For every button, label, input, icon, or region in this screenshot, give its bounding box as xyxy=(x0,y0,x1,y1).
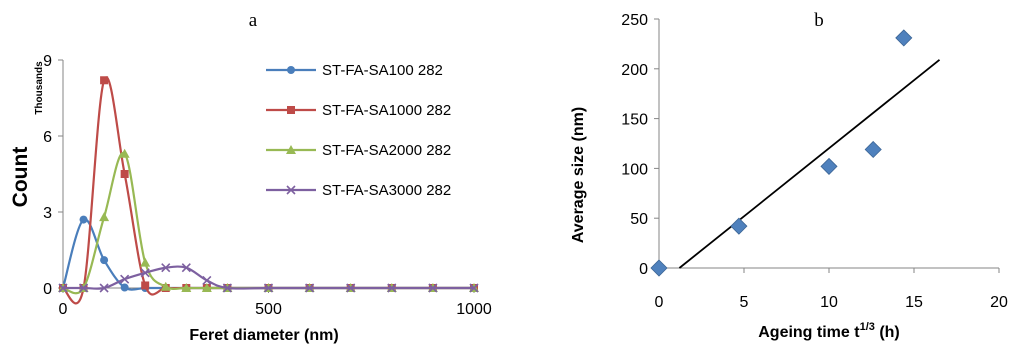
legend-swatch-marker xyxy=(286,145,296,154)
panel-a-y-tick-label: 6 xyxy=(43,129,52,146)
panel-a-series-4-point xyxy=(140,268,150,278)
panel-a-series-4-point xyxy=(222,283,232,293)
chart-panel-a: a 0 3 6 9 0 500 1000 Feret diameter (nm) Count… xyxy=(9,10,492,344)
panel-a-y-tick-label: 9 xyxy=(43,53,52,70)
legend-label: ST-FA-SA2000 282 xyxy=(322,142,451,159)
panel-b-trendline xyxy=(678,59,941,269)
panel-a-series-4-point xyxy=(305,283,315,293)
panel-a-series-4 xyxy=(58,263,479,293)
panel-a-series-4-point xyxy=(99,283,109,293)
panel-a-series-4-point xyxy=(181,263,191,273)
legend-item-2: ST-FA-SA1000 282 xyxy=(266,102,451,119)
legend-swatch-marker xyxy=(287,66,295,74)
panel-b-x-tick-label: 0 xyxy=(655,294,664,311)
panel-b-x-axis-title-main: Ageing time t xyxy=(758,324,860,341)
panel-a-series-1-point xyxy=(79,215,88,224)
legend-swatch-marker xyxy=(286,185,296,195)
panel-b-x-axis-title: Ageing time t1/3 (h) xyxy=(758,321,900,341)
panel-b-x-tick-label: 5 xyxy=(740,294,749,311)
panel-a-series-1-point xyxy=(100,256,109,265)
legend-label: ST-FA-SA100 282 xyxy=(322,62,443,79)
panel-a-y-tick-label: 3 xyxy=(43,205,52,222)
panel-b-data-point xyxy=(864,140,882,159)
panel-a-series-2-point xyxy=(141,281,150,290)
panel-b-y-tick-label: 100 xyxy=(621,161,648,178)
panel-a-series-4-point xyxy=(428,283,438,293)
panel-a-axes: 0 3 6 9 0 500 1000 xyxy=(43,53,492,318)
panel-b-data-point xyxy=(895,29,913,47)
panel-a-series-3-point xyxy=(140,257,151,267)
panel-a-series-3-point xyxy=(201,283,212,292)
panel-a-y-tick-label: 0 xyxy=(43,281,52,298)
panel-a-series-3-point xyxy=(119,148,130,158)
panel-a-series xyxy=(58,76,479,305)
panel-b-y-tick-label: 0 xyxy=(639,261,648,278)
panel-a-series-4-point xyxy=(120,274,130,284)
panel-b-trendline-group xyxy=(678,59,941,269)
legend-item-3: ST-FA-SA2000 282 xyxy=(266,142,451,159)
panel-b-x-tick-label: 15 xyxy=(905,294,923,311)
panel-b-x-axis-title-unit: (h) xyxy=(875,324,900,341)
panel-a-series-4-point xyxy=(58,283,68,293)
panel-b-x-axis-title-sup: 1/3 xyxy=(860,321,875,333)
panel-a-label: a xyxy=(249,10,258,31)
panel-b-label: b xyxy=(814,10,824,31)
panel-a-legend: ST-FA-SA100 282 ST-FA-SA1000 282 ST-FA-SA2… xyxy=(266,62,451,199)
panel-a-series-4-point xyxy=(469,283,479,293)
panel-a-series-4-point xyxy=(346,283,356,293)
panel-a-x-axis-title: Feret diameter (nm) xyxy=(189,327,338,344)
panel-a-series-2-point xyxy=(120,170,129,178)
panel-b-y-tick-label: 250 xyxy=(621,12,648,29)
chart-panel-b: b 0 50 100 150 200 250 0 5 10 15 20 Ageing time t1… xyxy=(570,10,1008,341)
legend-item-4: ST-FA-SA3000 282 xyxy=(266,182,451,199)
panel-a-series-4-point xyxy=(161,263,171,273)
panel-a-series-3-point xyxy=(99,212,110,222)
legend-item-1: ST-FA-SA100 282 xyxy=(266,62,443,79)
panel-a-series-3-point xyxy=(181,283,192,292)
panel-b-x-tick-label: 10 xyxy=(820,294,838,311)
panel-a-y-unit: Thousands xyxy=(34,61,45,115)
legend-swatch-marker xyxy=(287,106,295,114)
panel-a-x-tick-label: 0 xyxy=(59,301,68,318)
legend-label: ST-FA-SA3000 282 xyxy=(322,182,451,199)
panel-b-points xyxy=(650,29,913,277)
panel-a-series-4-point xyxy=(78,283,89,293)
panel-a-series-2-point xyxy=(100,76,109,85)
panel-b-axes: 0 50 100 150 200 250 0 5 10 15 20 xyxy=(621,12,1008,311)
panel-b-y-tick-label: 50 xyxy=(630,211,648,228)
panel-a-x-tick-label: 1000 xyxy=(456,301,492,318)
panel-a-series-4-point xyxy=(263,283,274,293)
panel-b-data-point xyxy=(650,259,668,277)
panel-b-data-point xyxy=(730,217,748,235)
panel-a-y-axis-title: Count xyxy=(9,147,32,208)
panel-a-series-1-point xyxy=(120,283,129,292)
panel-a-series-3-point xyxy=(160,281,171,291)
panel-b-y-tick-label: 150 xyxy=(621,112,648,129)
panel-a-series-4-point xyxy=(387,283,397,293)
panel-b-y-axis-title: Average size (nm) xyxy=(570,107,587,243)
panel-a-series-4-point xyxy=(202,275,212,285)
panel-b-y-tick-label: 200 xyxy=(621,62,648,79)
panel-b-x-tick-label: 20 xyxy=(990,294,1008,311)
legend-label: ST-FA-SA1000 282 xyxy=(322,102,451,119)
panel-b-data-point xyxy=(820,157,838,175)
panel-a-x-tick-label: 500 xyxy=(255,301,282,318)
